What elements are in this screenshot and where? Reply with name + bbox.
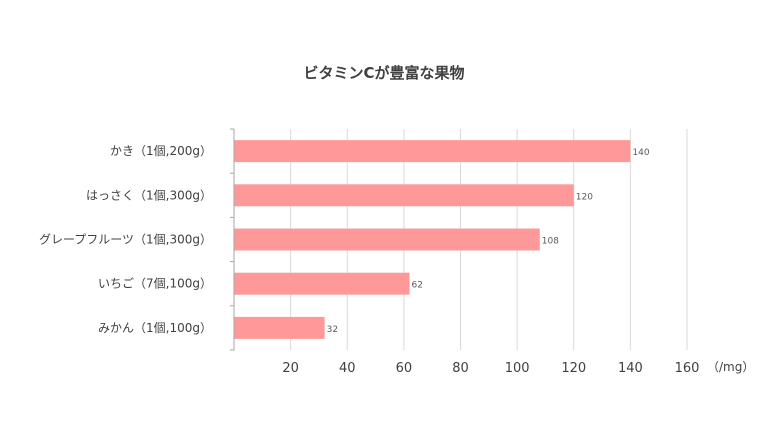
category-labels: かき（1個,200g） はっさく（1個,300g） グレープフルーツ（1個,300g… — [39, 144, 212, 335]
x-tick-label: 80 — [452, 361, 469, 376]
x-tick-label: 40 — [339, 361, 356, 376]
data-label: 140 — [632, 148, 649, 158]
x-tick-label: 60 — [396, 361, 413, 376]
data-labels: 140 120 108 62 32 — [327, 148, 650, 335]
bars — [234, 140, 631, 339]
data-label: 32 — [327, 325, 338, 335]
category-label: いちご（7個,100g） — [98, 276, 212, 291]
data-label: 120 — [576, 192, 593, 202]
bar-0 — [234, 140, 631, 163]
value-axis-ticks: 20 40 60 80 100 120 140 160 — [282, 361, 699, 376]
category-label: かき（1個,200g） — [110, 144, 212, 158]
bar-4 — [234, 316, 325, 339]
x-tick-label: 20 — [282, 361, 299, 376]
x-tick-label: 100 — [505, 361, 530, 376]
bar-2 — [234, 228, 540, 251]
data-label: 108 — [542, 237, 559, 247]
category-label: はっさく（1個,300g） — [86, 188, 212, 202]
category-label: グレープフルーツ（1個,300g） — [39, 233, 212, 247]
bar-3 — [234, 272, 410, 295]
x-tick-label: 160 — [675, 361, 700, 376]
x-tick-label: 120 — [561, 361, 586, 376]
data-label: 62 — [412, 281, 423, 291]
value-axis-unit: （/mg） — [707, 360, 754, 374]
category-axis — [230, 128, 235, 351]
bar-1 — [234, 184, 574, 207]
x-tick-label: 140 — [618, 361, 643, 376]
chart-title: ビタミンCが豊富な果物 — [303, 64, 465, 82]
category-label: みかん（1個,100g） — [98, 321, 212, 335]
